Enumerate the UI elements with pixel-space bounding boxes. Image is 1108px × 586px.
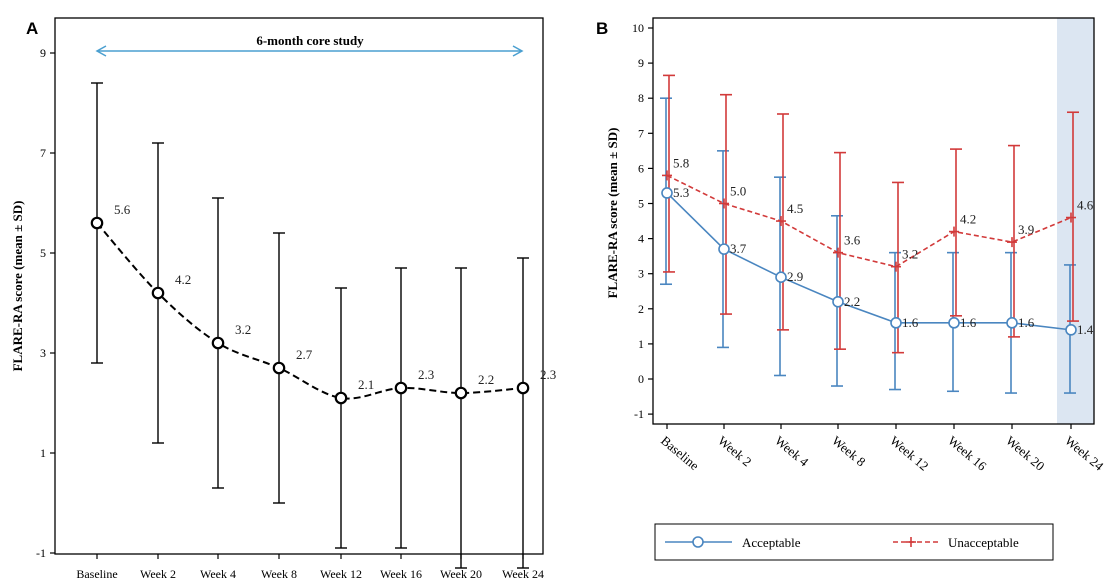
panel-b-ytick-label: 1 bbox=[638, 337, 644, 351]
panel-a-data-label: 3.2 bbox=[235, 322, 251, 337]
panel-b-xtick-label: Week 12 bbox=[887, 433, 932, 474]
panel-b-data-label: 3.6 bbox=[844, 233, 861, 248]
panel-b-point-acceptable bbox=[661, 187, 673, 199]
panel-a-point bbox=[272, 361, 286, 375]
panel-b-data-label: 5.3 bbox=[673, 185, 689, 200]
panel-a-xtick-label: Week 12 bbox=[320, 567, 362, 581]
panel-b-xtick-label: Week 24 bbox=[1062, 433, 1107, 474]
panel-a-point bbox=[334, 391, 348, 405]
panel-b-mean-line-unacceptable bbox=[666, 174, 1072, 268]
panel-a-data-label: 2.3 bbox=[540, 367, 556, 382]
panel-b-legend: Acceptable Unacceptable bbox=[654, 523, 1054, 561]
panel-b-point-acceptable bbox=[832, 295, 844, 308]
panel-a-letter: A bbox=[26, 19, 38, 38]
panel-b-data-label: 4.5 bbox=[787, 201, 803, 216]
panel-b-ytick-label: 2 bbox=[638, 302, 644, 316]
panel-a-xtick-label: Week 8 bbox=[261, 567, 297, 581]
panel-b-ytick-label: 6 bbox=[638, 161, 644, 175]
panel-a-ytick-label: 3 bbox=[40, 346, 46, 360]
panel-a-xtick-label: Week 16 bbox=[380, 567, 422, 581]
panel-b-point-acceptable bbox=[890, 317, 902, 329]
panel-b-ytick-label: 0 bbox=[638, 372, 644, 386]
panel-b-data-label: 2.9 bbox=[787, 269, 803, 284]
panel-a-point bbox=[394, 381, 408, 395]
annotation-label: 6-month core study bbox=[256, 33, 364, 48]
annotation-arrow-right-head bbox=[512, 45, 524, 57]
panel-b-data-label: 5.0 bbox=[730, 184, 746, 199]
panel-b-xtick-label: Week 16 bbox=[945, 433, 990, 474]
panel-b-ytick-label: 5 bbox=[638, 197, 644, 211]
legend-acceptable-label: Acceptable bbox=[742, 535, 801, 550]
panel-a-xtick-label: Week 4 bbox=[200, 567, 236, 581]
panel-b-ylabel: FLARE-RA score (mean ± SD) bbox=[605, 128, 620, 299]
panel-b-ytick-label: 8 bbox=[638, 91, 644, 105]
panel-b-xtick-label: Week 20 bbox=[1003, 433, 1048, 474]
panel-a-ytick-label: 5 bbox=[40, 246, 46, 260]
panel-b-data-label: 1.6 bbox=[960, 315, 977, 330]
panel-b-data-label: 3.7 bbox=[730, 241, 747, 256]
panel-a-ytick-label: -1 bbox=[36, 546, 46, 560]
panel-a-data-label: 5.6 bbox=[114, 202, 131, 217]
panel-a-data-label: 2.7 bbox=[296, 347, 313, 362]
panel-a-point bbox=[90, 216, 104, 230]
panel-a-xtick-label: Week 20 bbox=[440, 567, 482, 581]
panel-b-ytick-label: 3 bbox=[638, 267, 644, 281]
panel-b-data-label: 5.8 bbox=[673, 155, 689, 170]
panel-a-ytick-label: 7 bbox=[40, 146, 46, 160]
panel-b-ytick-label: 7 bbox=[638, 126, 644, 140]
panel-a-data-label: 2.3 bbox=[418, 367, 434, 382]
panel-a-ytick-label: 9 bbox=[40, 46, 46, 60]
panel-a-mean-line bbox=[96, 222, 524, 400]
panel-a-data-label: 2.2 bbox=[478, 372, 494, 387]
panel-b-data-label: 1.6 bbox=[1018, 315, 1035, 330]
legend-acceptable-marker bbox=[692, 536, 704, 548]
panel-b-xtick-label: Week 2 bbox=[715, 433, 755, 470]
panel-b-data-label: 3.2 bbox=[902, 247, 918, 262]
panel-b-ytick-label: 10 bbox=[632, 21, 644, 35]
annotation-arrow-left-head bbox=[95, 45, 107, 57]
panel-b-point-acceptable bbox=[1065, 324, 1077, 336]
panel-b-data-label: 3.9 bbox=[1018, 222, 1034, 237]
panel-a-point bbox=[516, 381, 530, 395]
panel-b-data-label: 4.6 bbox=[1077, 198, 1094, 213]
panel-b-data-label: 4.2 bbox=[960, 212, 976, 227]
panel-b-point-acceptable bbox=[718, 243, 730, 255]
panel-a-point bbox=[211, 336, 225, 350]
panel-a-ylabel: FLARE-RA score (mean ± SD) bbox=[10, 201, 25, 372]
panel-a-point bbox=[454, 386, 468, 400]
panel-a-xtick-label: Week 2 bbox=[140, 567, 176, 581]
panel-a-frame bbox=[54, 17, 544, 555]
legend-unacceptable-label: Unacceptable bbox=[948, 535, 1019, 550]
panel-a-data-label: 2.1 bbox=[358, 377, 374, 392]
panel-a-point bbox=[151, 286, 165, 300]
panel-b-letter: B bbox=[596, 19, 608, 38]
panel-b-data-label: 1.6 bbox=[902, 315, 919, 330]
panel-a-xtick-label: Week 24 bbox=[502, 567, 544, 581]
panel-b-mean-line-acceptable bbox=[666, 192, 1072, 331]
panel-b-point-acceptable bbox=[775, 271, 787, 284]
panel-b-xtick-label: Week 4 bbox=[772, 433, 812, 470]
panel-b-data-label: 2.2 bbox=[844, 294, 860, 309]
panel-b-frame bbox=[652, 17, 1095, 425]
panel-b-xtick-label: Week 8 bbox=[829, 433, 869, 470]
panel-a-ytick-label: 1 bbox=[40, 446, 46, 460]
panel-b-ytick-label: -1 bbox=[634, 407, 644, 421]
panel-b-shaded-week24 bbox=[1057, 18, 1094, 424]
panel-b-data-label: 1.4 bbox=[1077, 322, 1094, 337]
panel-b-point-acceptable bbox=[948, 317, 960, 329]
panel-a-data-label: 4.2 bbox=[175, 272, 191, 287]
panel-b-point-acceptable bbox=[1006, 317, 1018, 329]
panel-b-ytick-label: 4 bbox=[638, 232, 644, 246]
panel-a-xtick-label: Baseline bbox=[76, 567, 117, 581]
panel-b-ytick-label: 9 bbox=[638, 56, 644, 70]
panel-b-xtick-label: Baseline bbox=[658, 433, 702, 473]
